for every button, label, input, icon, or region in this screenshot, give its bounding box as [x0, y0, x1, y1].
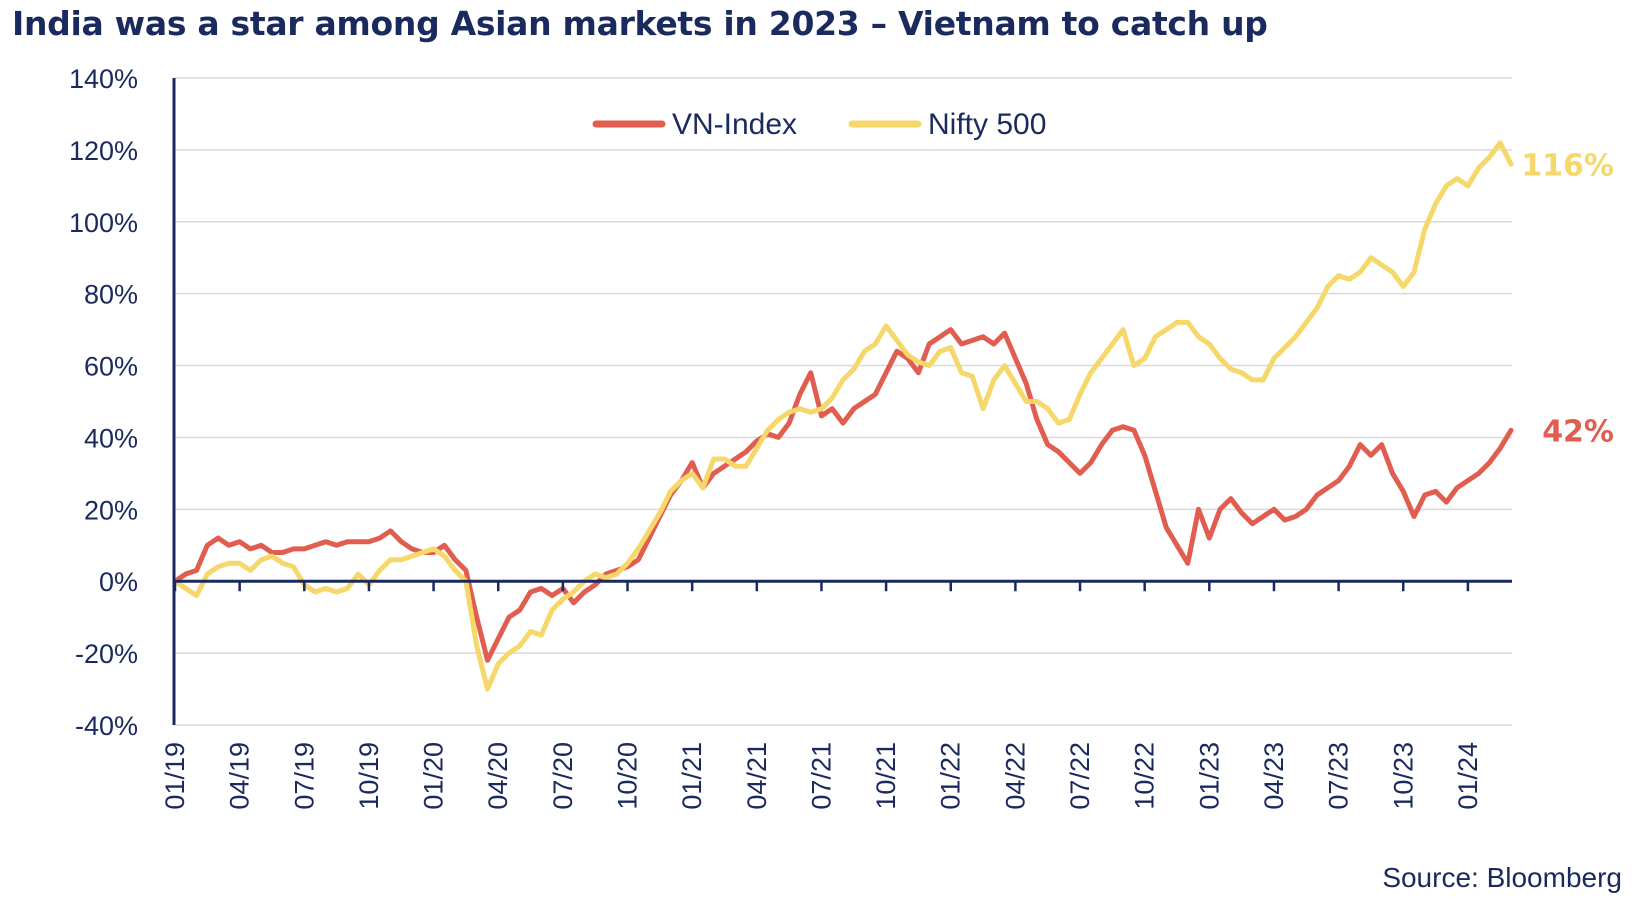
end-labels: 42% 116% [1521, 148, 1614, 449]
y-tick-label: 140% [69, 64, 138, 94]
y-tick-label: -40% [75, 711, 138, 741]
x-tick-label: 01/19 [160, 742, 190, 810]
x-tick-label: 04/19 [225, 742, 255, 810]
y-tick-label: 120% [69, 136, 138, 166]
x-tick-label: 07/21 [806, 742, 836, 810]
x-tick-label: 01/24 [1453, 742, 1483, 810]
x-tick-label: 10/19 [354, 742, 384, 810]
y-tick-label: 80% [84, 280, 138, 310]
end-value-label: 116% [1521, 148, 1614, 183]
legend-label: VN-Index [672, 108, 797, 141]
x-tick-label: 01/20 [419, 742, 449, 810]
axes [172, 78, 1512, 725]
x-tick-label: 01/22 [936, 742, 966, 810]
gridlines [174, 77, 1512, 726]
y-tick-label: 40% [84, 423, 138, 453]
x-tick-label: 10/23 [1388, 742, 1418, 810]
x-tick-label: 07/22 [1065, 742, 1095, 810]
y-tick-label: 60% [84, 352, 138, 382]
x-tick-label: 10/20 [613, 742, 643, 810]
series-line-vn-index [172, 327, 1514, 663]
series-line-nifty-500 [172, 140, 1514, 692]
x-tick-label: 07/23 [1324, 742, 1354, 810]
legend: VN-Index Nifty 500 [592, 108, 1046, 141]
y-tick-label: 20% [84, 495, 138, 525]
chart-title: India was a star among Asian markets in … [12, 4, 1268, 43]
y-tick-label: 0% [99, 567, 138, 597]
x-tick-label: 04/21 [742, 742, 772, 810]
x-tick-label: 01/21 [677, 742, 707, 810]
y-axis-ticks: -40% -20% 0% 20% 40% 60% 80% 100% 120% 140% [69, 64, 138, 741]
x-tick-label: 07/20 [548, 742, 578, 810]
x-tick-label: 04/20 [483, 742, 513, 810]
source-note: Source: Bloomberg [1382, 862, 1622, 893]
end-value-label: 42% [1542, 414, 1614, 449]
legend-label: Nifty 500 [928, 108, 1046, 141]
x-tick-label: 01/23 [1194, 742, 1224, 810]
x-tick-label: 04/23 [1259, 742, 1289, 810]
x-tick-label: 04/22 [1000, 742, 1030, 810]
y-tick-label: 100% [69, 208, 138, 238]
y-tick-label: -20% [75, 639, 138, 669]
x-tick-label: 10/21 [871, 742, 901, 810]
x-axis-ticks: 01/19 04/19 07/19 10/19 01/20 04/20 07/20 10/20… [160, 581, 1483, 810]
series-lines [172, 140, 1514, 692]
x-tick-label: 10/22 [1130, 742, 1160, 810]
x-tick-label: 07/19 [289, 742, 319, 810]
